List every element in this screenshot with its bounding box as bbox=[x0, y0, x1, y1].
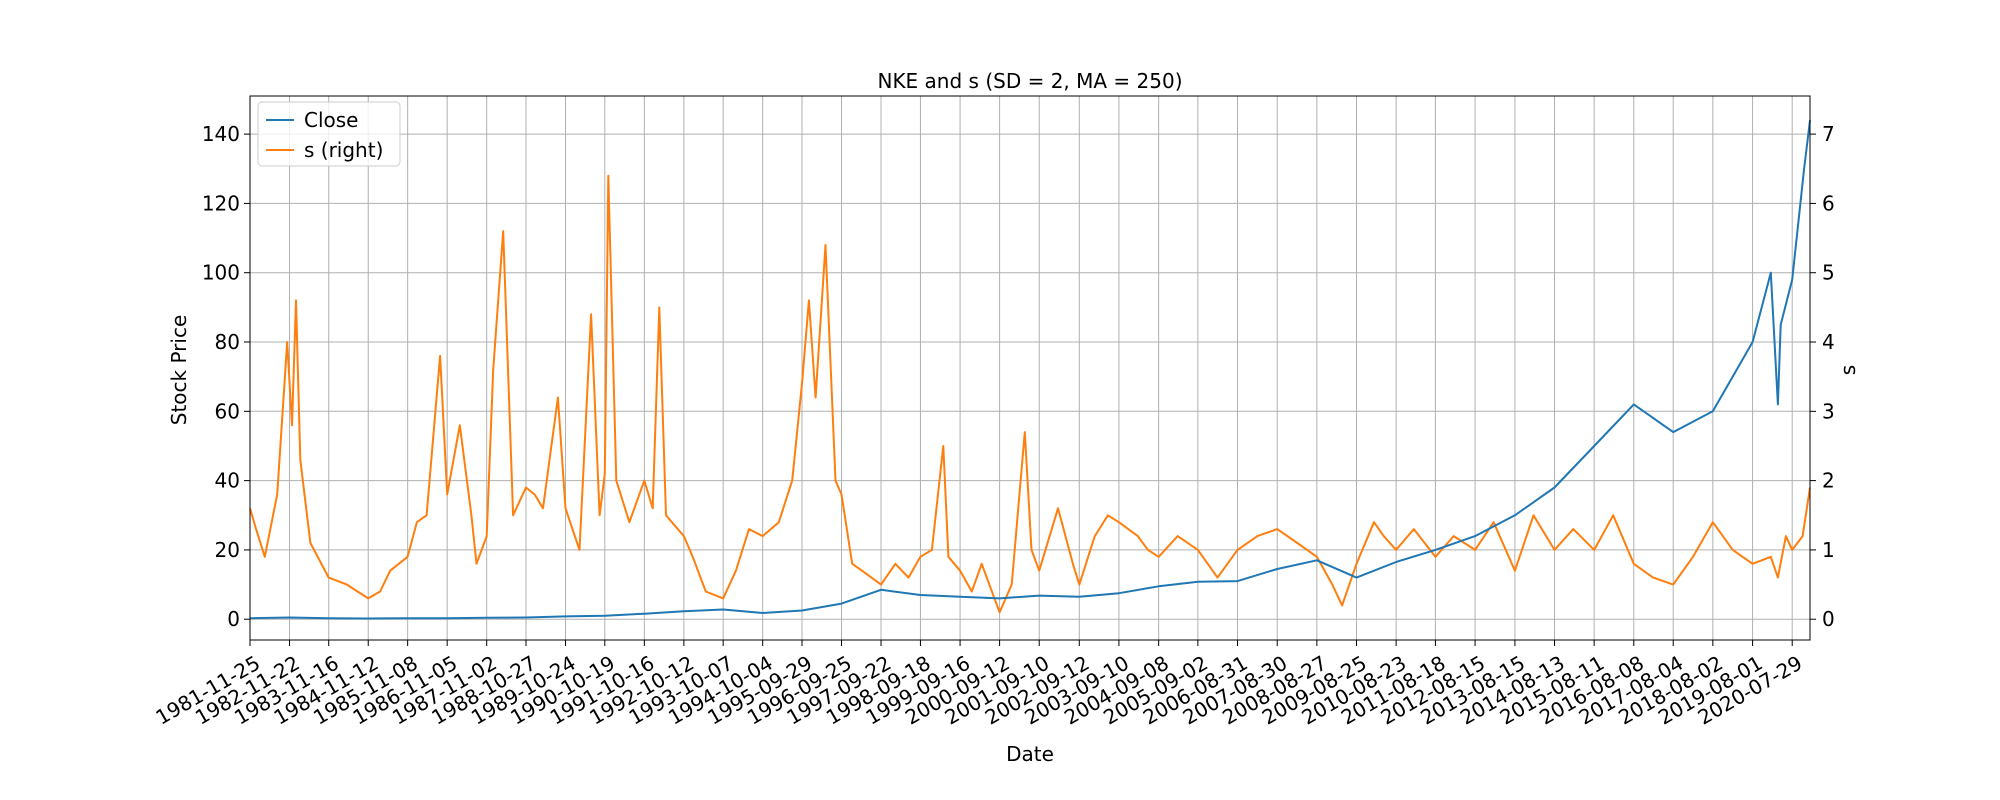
y-tick-label: 0 bbox=[227, 607, 240, 631]
y2-axis-title: s bbox=[1836, 365, 1860, 375]
y2-tick-label: 0 bbox=[1822, 607, 1835, 631]
legend-label-close: Close bbox=[304, 108, 358, 132]
y2-tick-label: 4 bbox=[1822, 330, 1835, 354]
chart-title: NKE and s (SD = 2, MA = 250) bbox=[877, 69, 1182, 93]
y-tick-label: 100 bbox=[202, 261, 240, 285]
y-tick-label: 20 bbox=[215, 538, 240, 562]
y-tick-label: 80 bbox=[215, 330, 240, 354]
series-line-close bbox=[249, 120, 1811, 620]
x-axis: 1981-11-251982-11-221983-11-161984-11-12… bbox=[151, 640, 1806, 730]
series-line-s-right bbox=[249, 174, 1811, 614]
y-tick-label: 40 bbox=[215, 469, 240, 493]
y2-tick-label: 5 bbox=[1822, 261, 1835, 285]
plot-frame bbox=[249, 95, 1811, 641]
y-tick-label: 140 bbox=[202, 122, 240, 146]
y2-tick-label: 1 bbox=[1822, 538, 1835, 562]
y-tick-label: 60 bbox=[215, 399, 240, 423]
y2-tick-label: 6 bbox=[1822, 191, 1835, 215]
legend: Close s (right) bbox=[257, 101, 401, 167]
y2-tick-label: 3 bbox=[1822, 399, 1835, 423]
y-tick-label: 120 bbox=[202, 191, 240, 215]
y-axis-left: 0 20 40 60 80 100 120 140 bbox=[202, 122, 250, 631]
y-axis-title: Stock Price bbox=[167, 315, 191, 426]
plot-lines bbox=[249, 120, 1811, 620]
y2-tick-label: 2 bbox=[1822, 469, 1835, 493]
x-axis-title: Date bbox=[1006, 742, 1054, 766]
y-axis-right: 0 1 2 3 4 5 6 7 bbox=[1810, 122, 1835, 631]
y2-tick-label: 7 bbox=[1822, 122, 1835, 146]
legend-label-s: s (right) bbox=[304, 138, 383, 162]
